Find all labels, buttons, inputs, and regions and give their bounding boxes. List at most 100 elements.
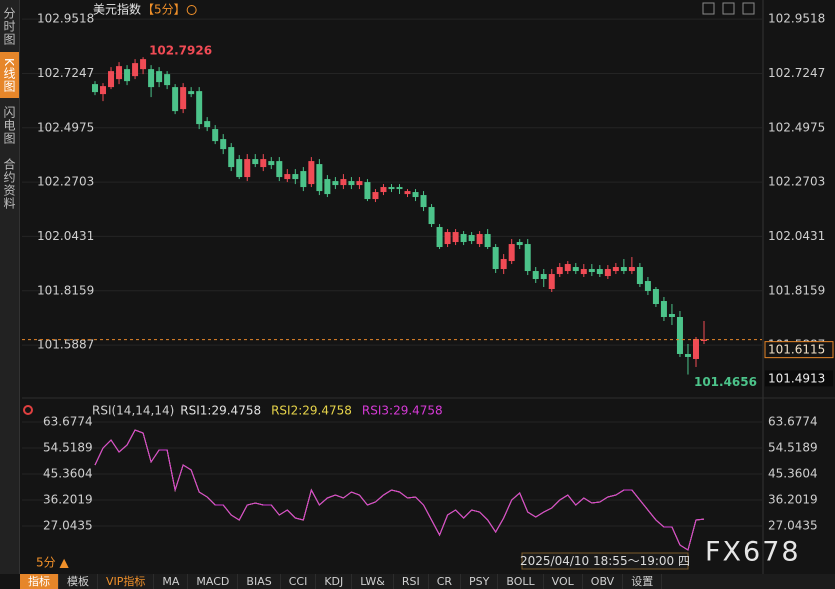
candle-body bbox=[140, 59, 147, 70]
toolbar-item[interactable]: OBV bbox=[583, 574, 624, 589]
candle-body bbox=[652, 289, 659, 305]
candle-body bbox=[220, 139, 227, 150]
candle-body bbox=[164, 74, 171, 86]
candle-body bbox=[396, 187, 403, 190]
y-tick-label: 45.3604 bbox=[43, 467, 93, 481]
toolbar-item[interactable]: MA bbox=[154, 574, 189, 589]
toolbar-item[interactable]: BIAS bbox=[238, 574, 281, 589]
add-icon[interactable] bbox=[186, 5, 197, 15]
candle-body bbox=[388, 187, 395, 190]
candle-body bbox=[412, 192, 419, 198]
tab-active[interactable]: K线图 bbox=[0, 52, 19, 98]
candle-body bbox=[244, 159, 251, 178]
toolbar-item[interactable]: LW& bbox=[352, 574, 394, 589]
y-tick-label-right: 102.0431 bbox=[768, 229, 825, 243]
last-price-box bbox=[764, 341, 834, 359]
candle-body bbox=[420, 195, 427, 208]
icon-zoom-in[interactable] bbox=[722, 2, 735, 15]
candle-body bbox=[180, 87, 187, 110]
candle-body bbox=[204, 121, 211, 128]
candle-body bbox=[596, 269, 603, 275]
candle-body bbox=[148, 69, 155, 88]
time-label: 2025/04/10 18:55～19:00 四 bbox=[520, 554, 690, 568]
candle-body bbox=[324, 179, 331, 195]
time-label-box bbox=[521, 552, 689, 570]
candle-body bbox=[364, 182, 371, 200]
candle-body bbox=[620, 267, 627, 272]
toolbar-item[interactable]: MACD bbox=[188, 574, 239, 589]
candle-body bbox=[676, 316, 683, 354]
candle-body bbox=[692, 338, 699, 359]
tab[interactable]: 合约资料 bbox=[2, 158, 16, 210]
candle-body bbox=[316, 164, 323, 192]
candle-body bbox=[468, 235, 475, 242]
candle-body bbox=[668, 314, 675, 317]
y-tick-label: 27.0435 bbox=[43, 519, 93, 533]
candle-body bbox=[404, 191, 411, 195]
y-tick-label-right: 36.2019 bbox=[768, 493, 818, 507]
y-tick-label: 101.5887 bbox=[37, 338, 94, 352]
icon-zoom-out[interactable] bbox=[742, 2, 755, 15]
y-tick-label: 102.0431 bbox=[37, 229, 94, 243]
y-tick-label-right: 54.5189 bbox=[768, 441, 818, 455]
candle-body bbox=[460, 234, 467, 243]
candle-body bbox=[276, 161, 283, 178]
candle-body bbox=[284, 174, 291, 180]
tab[interactable]: 闪电图 bbox=[2, 105, 16, 145]
candle-body bbox=[476, 234, 483, 245]
toolbar-item[interactable]: RSI bbox=[394, 574, 429, 589]
y-tick-label-right: 27.0435 bbox=[768, 519, 818, 533]
candle-body bbox=[428, 207, 435, 225]
low-label: 101.4656 bbox=[694, 375, 757, 389]
y-tick-label: 101.8159 bbox=[37, 283, 94, 297]
toolbar: 指标 模板 VIP指标 MA MACD BIAS CCI KDJ LW& RSI CR PSY BOLL… bbox=[20, 574, 835, 589]
icon-crosshair[interactable] bbox=[702, 2, 715, 15]
candle-body bbox=[508, 244, 515, 262]
period-selector[interactable]: 5分 ▲ bbox=[36, 556, 69, 570]
candle-body bbox=[236, 159, 243, 178]
toolbar-item[interactable]: PSY bbox=[461, 574, 499, 589]
toolbar-item[interactable]: VIP指标 bbox=[98, 574, 155, 589]
candle-body bbox=[212, 129, 219, 142]
y-tick-label: 36.2019 bbox=[43, 493, 93, 507]
candle-body bbox=[300, 171, 307, 188]
toolbar-item[interactable]: 指标 bbox=[20, 574, 59, 589]
legend-label: RSI2:29.4758 bbox=[271, 404, 352, 418]
y-tick-label: 102.4975 bbox=[37, 120, 94, 134]
y-tick-label-right: 102.4975 bbox=[768, 120, 825, 134]
candle-body bbox=[588, 269, 595, 273]
toolbar-item[interactable]: 模板 bbox=[59, 574, 98, 589]
chart: 美元指数 【5分】 5分 ▲ 2025/04/10 18:55～19:00 四 … bbox=[22, 0, 835, 574]
toolbar-item[interactable]: KDJ bbox=[316, 574, 353, 589]
candle-body bbox=[116, 66, 123, 80]
toolbar-item[interactable]: CR bbox=[429, 574, 462, 589]
candle-body bbox=[132, 63, 139, 77]
candle-body bbox=[252, 159, 259, 165]
candle-body bbox=[100, 86, 107, 95]
last-price-label: 101.6115 bbox=[768, 343, 825, 357]
tab[interactable]: 分时图 bbox=[2, 6, 16, 46]
candle-body bbox=[540, 274, 547, 280]
candle-body bbox=[172, 87, 179, 112]
rsi-line bbox=[94, 429, 705, 551]
y-tick-label: 54.5189 bbox=[43, 441, 93, 455]
candle-body bbox=[500, 259, 507, 270]
candle-body bbox=[628, 267, 635, 272]
candle-body bbox=[444, 232, 451, 245]
toolbar-item[interactable]: VOL bbox=[544, 574, 583, 589]
toolbar-icons bbox=[702, 2, 755, 15]
candle-body bbox=[516, 242, 523, 246]
indicator-icon[interactable] bbox=[23, 405, 33, 415]
y-tick-label: 63.6774 bbox=[43, 415, 93, 429]
candle-body bbox=[188, 91, 195, 95]
candle-body bbox=[196, 91, 203, 125]
candle-body bbox=[372, 192, 379, 200]
toolbar-item[interactable]: CCI bbox=[281, 574, 317, 589]
toolbar-item[interactable]: BOLL bbox=[498, 574, 544, 589]
candle-body bbox=[332, 181, 339, 186]
toolbar-item[interactable]: 设置 bbox=[623, 574, 663, 589]
candle-body bbox=[564, 264, 571, 272]
candle-body bbox=[684, 353, 691, 357]
candle-body bbox=[452, 232, 459, 243]
